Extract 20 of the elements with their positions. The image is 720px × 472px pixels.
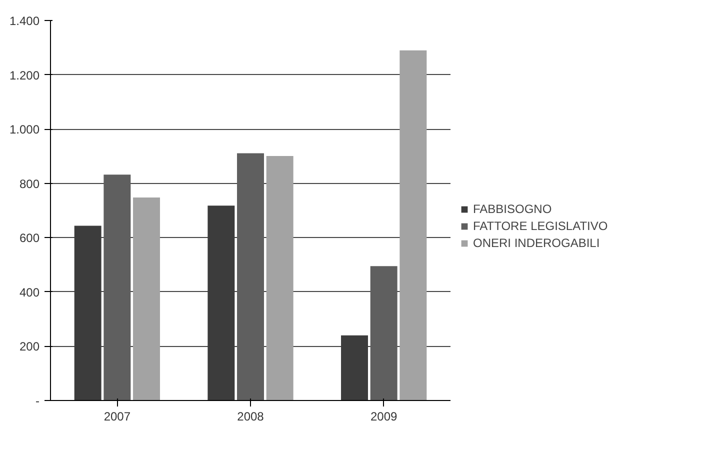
legend-label: FATTORE LEGISLATIVO bbox=[473, 219, 608, 233]
x-tick-label: 2008 bbox=[237, 410, 264, 424]
bar bbox=[266, 156, 294, 400]
bar bbox=[370, 266, 398, 400]
y-tick-label: 400 bbox=[19, 285, 40, 300]
legend-label: ONERI INDEROGABILI bbox=[473, 236, 600, 250]
bar bbox=[104, 174, 131, 400]
x-tick-label: 2009 bbox=[370, 410, 398, 424]
y-tick-label: 1.400 bbox=[9, 14, 40, 28]
legend-label: FABBISOGNO bbox=[473, 202, 552, 216]
y-tick-label: 800 bbox=[19, 176, 40, 191]
y-tick-label: 200 bbox=[19, 340, 40, 354]
y-tick-label: 1.000 bbox=[9, 122, 40, 137]
bar bbox=[237, 153, 264, 400]
x-tick-label: 2007 bbox=[104, 410, 131, 424]
y-tick-label: - bbox=[36, 394, 40, 408]
y-tick-label: 600 bbox=[19, 231, 40, 246]
bar bbox=[400, 50, 427, 400]
y-tick-label: 1.200 bbox=[9, 68, 40, 82]
bar bbox=[133, 197, 160, 400]
